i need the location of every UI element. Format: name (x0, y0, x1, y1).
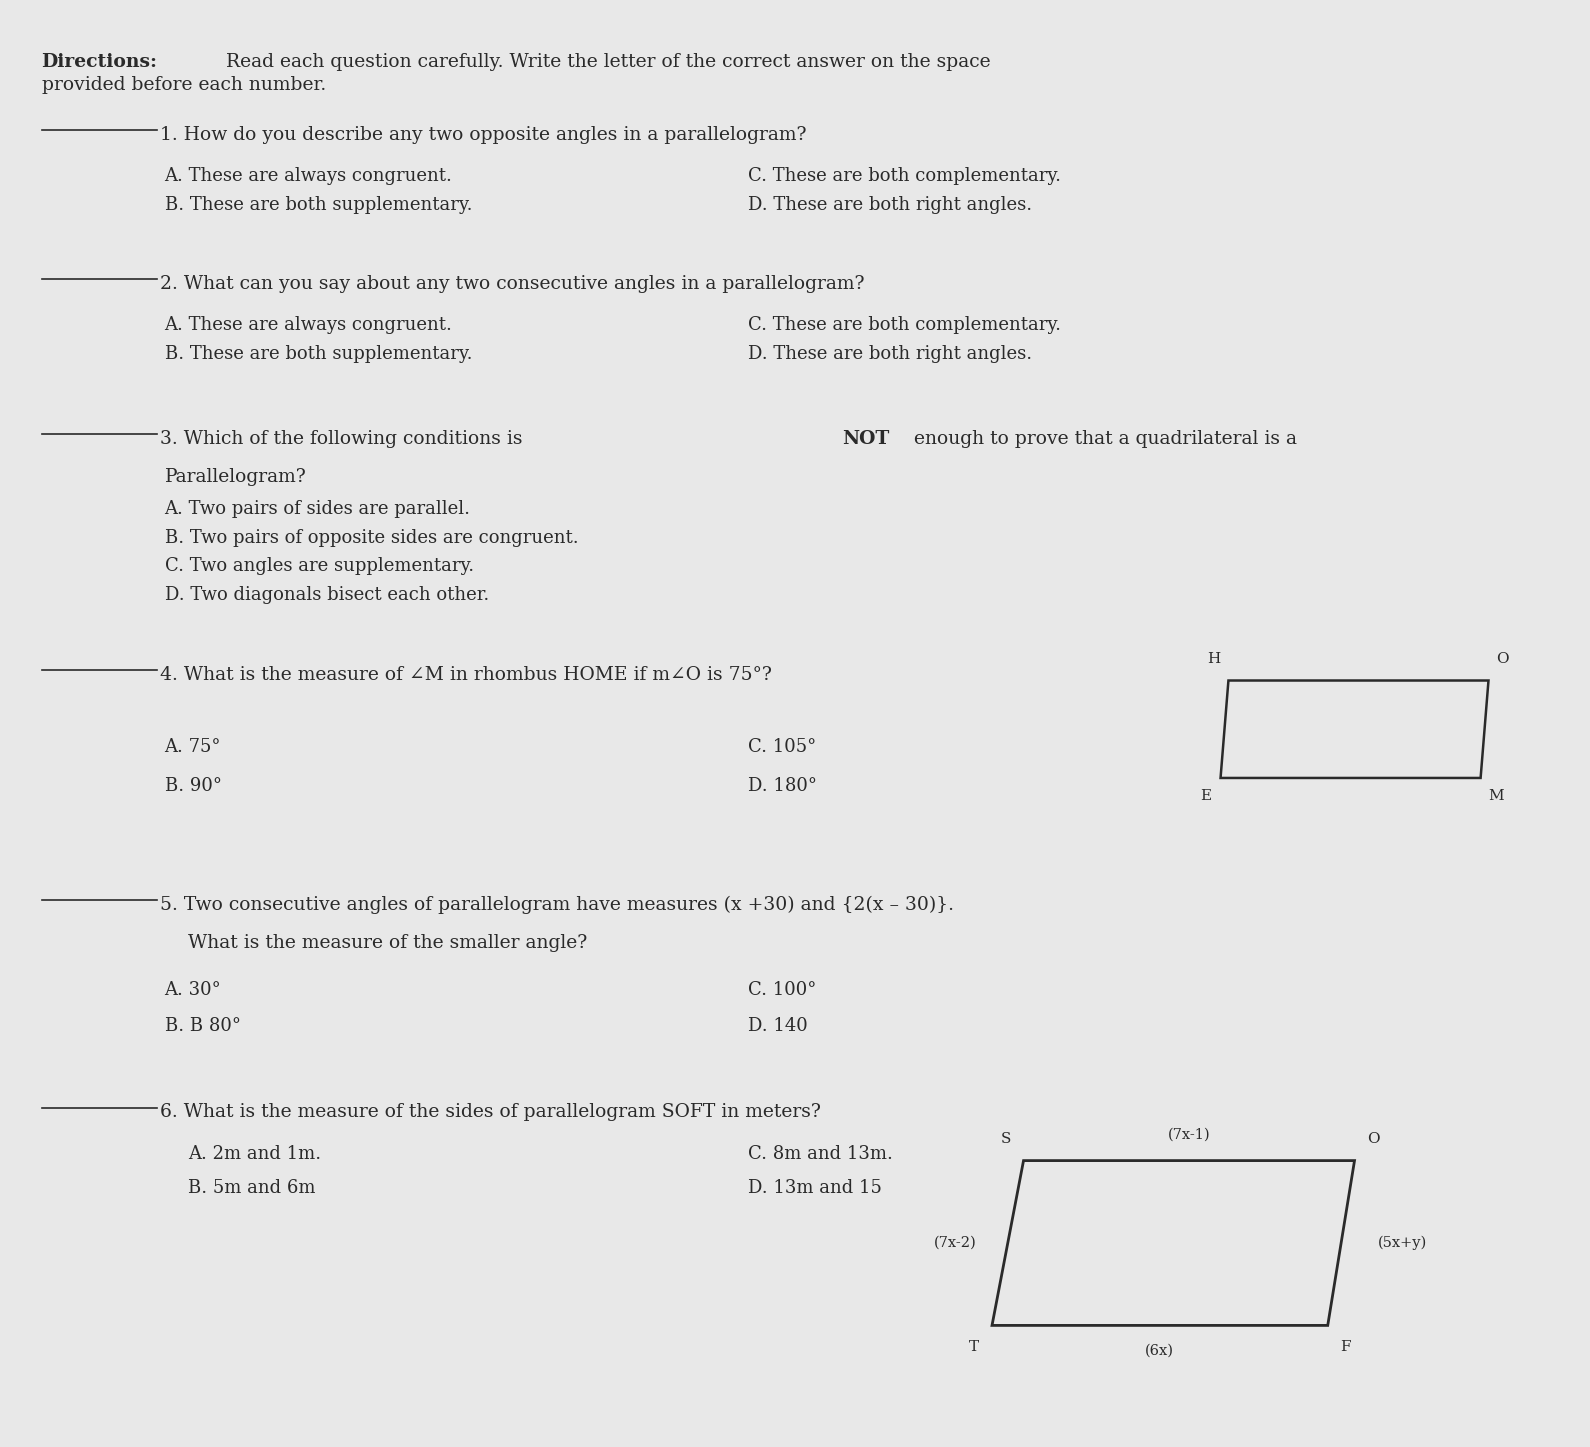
Text: 5. Two consecutive angles of parallelogram have measures (x +30) and {2(x – 30)}: 5. Two consecutive angles of parallelogr… (161, 896, 954, 913)
Text: Read each question carefully. Write the letter of the correct answer on the spac: Read each question carefully. Write the … (219, 52, 991, 71)
Text: (6x): (6x) (1145, 1344, 1175, 1359)
Text: B. 90°: B. 90° (164, 777, 221, 794)
Text: (7x-2): (7x-2) (933, 1236, 976, 1250)
Text: E: E (1200, 790, 1212, 803)
Text: B. Two pairs of opposite sides are congruent.: B. Two pairs of opposite sides are congr… (164, 528, 579, 547)
Text: D. 140: D. 140 (747, 1017, 808, 1035)
Text: A. 75°: A. 75° (164, 738, 221, 755)
Text: C. 8m and 13m.: C. 8m and 13m. (747, 1145, 892, 1163)
Text: What is the measure of the smaller angle?: What is the measure of the smaller angle… (188, 935, 587, 952)
Text: D. Two diagonals bisect each other.: D. Two diagonals bisect each other. (164, 586, 488, 603)
Text: A. Two pairs of sides are parallel.: A. Two pairs of sides are parallel. (164, 499, 471, 518)
Text: 3. Which of the following conditions is: 3. Which of the following conditions is (161, 430, 528, 447)
Text: D. 13m and 15: D. 13m and 15 (747, 1179, 881, 1197)
Text: 1. How do you describe any two opposite angles in a parallelogram?: 1. How do you describe any two opposite … (161, 126, 806, 143)
Text: A. These are always congruent.: A. These are always congruent. (164, 317, 453, 334)
Text: M: M (1488, 790, 1504, 803)
Text: H: H (1207, 653, 1221, 666)
Text: (7x-1): (7x-1) (1167, 1129, 1210, 1142)
Text: 2. What can you say about any two consecutive angles in a parallelogram?: 2. What can you say about any two consec… (161, 275, 865, 292)
Text: D. These are both right angles.: D. These are both right angles. (747, 346, 1032, 363)
Text: C. These are both complementary.: C. These are both complementary. (747, 317, 1061, 334)
Text: F: F (1340, 1340, 1352, 1354)
Text: 6. What is the measure of the sides of parallelogram SOFT in meters?: 6. What is the measure of the sides of p… (161, 1103, 820, 1121)
Text: C. 100°: C. 100° (747, 981, 816, 1000)
Text: O: O (1367, 1132, 1380, 1146)
Text: A. 30°: A. 30° (164, 981, 221, 1000)
Text: C. Two angles are supplementary.: C. Two angles are supplementary. (164, 557, 474, 576)
Text: B. B 80°: B. B 80° (164, 1017, 240, 1035)
Text: A. These are always congruent.: A. These are always congruent. (164, 168, 453, 185)
Text: A. 2m and 1m.: A. 2m and 1m. (188, 1145, 321, 1163)
Text: T: T (970, 1340, 979, 1354)
Text: B. 5m and 6m: B. 5m and 6m (188, 1179, 316, 1197)
Text: B. These are both supplementary.: B. These are both supplementary. (164, 197, 472, 214)
Text: O: O (1496, 653, 1509, 666)
Text: enough to prove that a quadrilateral is a: enough to prove that a quadrilateral is … (908, 430, 1297, 447)
Text: provided before each number.: provided before each number. (41, 75, 326, 94)
Text: C. 105°: C. 105° (747, 738, 816, 755)
Text: NOT: NOT (843, 430, 890, 447)
Text: 4. What is the measure of ∠M in rhombus HOME if m∠O is 75°?: 4. What is the measure of ∠M in rhombus … (161, 666, 771, 684)
Text: D. 180°: D. 180° (747, 777, 817, 794)
Text: B. These are both supplementary.: B. These are both supplementary. (164, 346, 472, 363)
Text: Directions:: Directions: (41, 52, 157, 71)
Text: C. These are both complementary.: C. These are both complementary. (747, 168, 1061, 185)
Text: Parallelogram?: Parallelogram? (164, 469, 307, 486)
Text: D. These are both right angles.: D. These are both right angles. (747, 197, 1032, 214)
Text: (5x+y): (5x+y) (1379, 1236, 1428, 1250)
Text: S: S (1000, 1132, 1011, 1146)
